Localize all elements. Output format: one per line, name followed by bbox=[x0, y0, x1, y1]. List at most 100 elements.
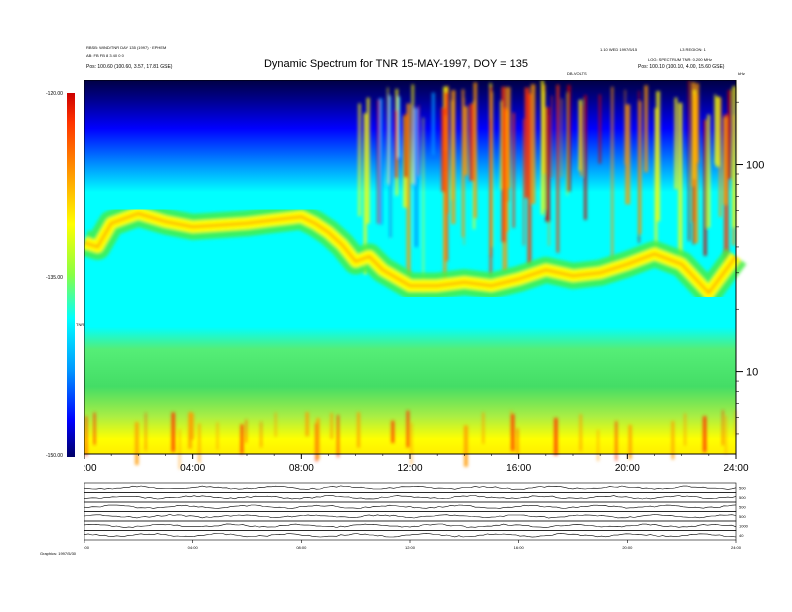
burst-streak bbox=[463, 106, 468, 176]
low-freq-streak bbox=[305, 412, 309, 437]
low-freq-streak bbox=[171, 412, 175, 452]
burst-streak bbox=[625, 104, 631, 205]
burst-streak bbox=[441, 107, 446, 192]
burst-streak bbox=[674, 97, 678, 190]
burst-streak bbox=[566, 92, 568, 196]
burst-streak bbox=[411, 84, 414, 184]
panel-scale: 500 bbox=[739, 505, 746, 510]
burst-layer bbox=[85, 80, 737, 470]
burst-streak bbox=[463, 98, 465, 245]
burst-streak bbox=[422, 117, 424, 294]
low-freq-streak bbox=[684, 413, 686, 446]
low-freq-streak bbox=[554, 417, 558, 456]
burst-streak bbox=[363, 113, 367, 275]
low-freq-streak bbox=[406, 410, 410, 448]
burst-streak bbox=[624, 89, 626, 165]
burst-streak bbox=[358, 103, 361, 217]
panel-scale: 500 bbox=[739, 514, 746, 519]
burst-streak bbox=[489, 119, 492, 277]
burst-streak bbox=[506, 87, 511, 189]
header-left-line3: Pos: 100.60 (100.60, 3.57, 17.81 GSE) bbox=[86, 64, 173, 70]
low-freq-streak bbox=[511, 413, 515, 451]
burst-streak bbox=[394, 110, 398, 179]
burst-streak bbox=[561, 98, 563, 178]
burst-streak bbox=[644, 85, 648, 173]
plasma-line-group bbox=[84, 200, 747, 306]
low-freq-streak bbox=[391, 420, 395, 443]
low-freq-streak bbox=[615, 421, 618, 461]
panel-frame bbox=[84, 492, 737, 503]
burst-streak bbox=[366, 97, 370, 224]
low-freq-streak bbox=[260, 421, 262, 448]
burst-streak bbox=[431, 92, 435, 156]
burst-streak bbox=[580, 105, 583, 177]
panel-scale: 1000 bbox=[739, 524, 749, 529]
page-title: Dynamic Spectrum for TNR 15-MAY-1997, DO… bbox=[263, 58, 528, 70]
low-freq-streak bbox=[198, 423, 201, 463]
burst-streak bbox=[377, 99, 380, 224]
burst-streak bbox=[598, 94, 601, 164]
colorbar-tick-bottom: -150.00 bbox=[46, 453, 63, 459]
burst-streak bbox=[719, 97, 722, 217]
panel-group: B|(ADC)500B|(ADC)500B|(ADC)500B|(ADC)500… bbox=[84, 482, 749, 550]
burst-streak bbox=[406, 103, 411, 280]
low-freq-streak bbox=[464, 425, 468, 467]
panel-x-tick-label: 04:00 bbox=[188, 545, 199, 550]
low-freq-streak bbox=[357, 412, 360, 448]
low-freq-streak bbox=[702, 416, 707, 453]
burst-streak bbox=[715, 96, 720, 167]
x-tick-label: 08:00 bbox=[289, 463, 314, 474]
low-freq-streak bbox=[240, 424, 244, 454]
footer-note: Graphics: 1997/5/30 bbox=[40, 551, 77, 556]
x-tick-label: 20:00 bbox=[615, 463, 640, 474]
plot-area bbox=[84, 80, 747, 470]
burst-streak bbox=[418, 105, 420, 176]
panel-frame bbox=[84, 520, 737, 531]
low-freq-streak bbox=[192, 413, 194, 440]
low-freq-streak bbox=[216, 422, 219, 450]
y-axis: 10 100 bbox=[736, 101, 764, 435]
header-right-line3: Pos: 100.10 (100.10, 4.00, 15.60 GSE) bbox=[638, 64, 725, 70]
burst-streak bbox=[707, 114, 711, 228]
panel-scale: 40 bbox=[739, 533, 744, 538]
burst-streak bbox=[732, 86, 736, 228]
header-right-corner: L3 REGION: 1 bbox=[680, 47, 706, 52]
low-freq-streak bbox=[316, 418, 320, 460]
low-freq-streak bbox=[275, 412, 277, 437]
panel-trace bbox=[84, 504, 737, 509]
parameter-panels: B|(ADC)500B|(ADC)500B|(ADC)500B|(ADC)500… bbox=[84, 482, 749, 550]
burst-streak bbox=[443, 115, 447, 290]
colorbar-side-label: TNR bbox=[76, 322, 85, 327]
burst-streak bbox=[378, 98, 383, 225]
low-freq-streak bbox=[135, 422, 139, 465]
plasma-line bbox=[84, 212, 738, 295]
x-axis: 00:00 04:00 08:00 12:00 16:00 20:00 24:00 bbox=[84, 454, 749, 474]
panel-frame bbox=[84, 482, 737, 493]
burst-streak bbox=[723, 117, 728, 205]
burst-streak bbox=[404, 114, 408, 178]
panel-frame bbox=[84, 511, 737, 522]
x-tick-label: 16:00 bbox=[506, 463, 531, 474]
panel-x-tick-label: 24:00 bbox=[731, 545, 742, 550]
low-freq-streak bbox=[245, 419, 247, 443]
burst-streak bbox=[714, 94, 716, 164]
burst-streak bbox=[556, 84, 560, 253]
burst-streak bbox=[703, 119, 707, 256]
burst-streak bbox=[512, 112, 515, 228]
low-freq-streak bbox=[179, 429, 181, 470]
low-freq-streak bbox=[722, 410, 724, 446]
header-left-line1: RBSB: WIND/TNR DAY 135 (1997) · EPHEM bbox=[86, 45, 167, 50]
x-tick-label: 24:00 bbox=[723, 463, 748, 474]
panel-trace bbox=[84, 514, 737, 519]
panel-frame bbox=[84, 501, 737, 512]
burst-streak bbox=[523, 118, 525, 246]
burst-streak bbox=[688, 80, 690, 242]
burst-streak bbox=[551, 95, 553, 178]
burst-streak bbox=[691, 82, 696, 187]
panel-trace bbox=[84, 533, 737, 538]
low-freq-streak bbox=[410, 422, 413, 465]
low-freq-streak bbox=[579, 414, 582, 452]
burst-streak bbox=[638, 101, 642, 235]
low-freq-streak bbox=[516, 428, 519, 454]
